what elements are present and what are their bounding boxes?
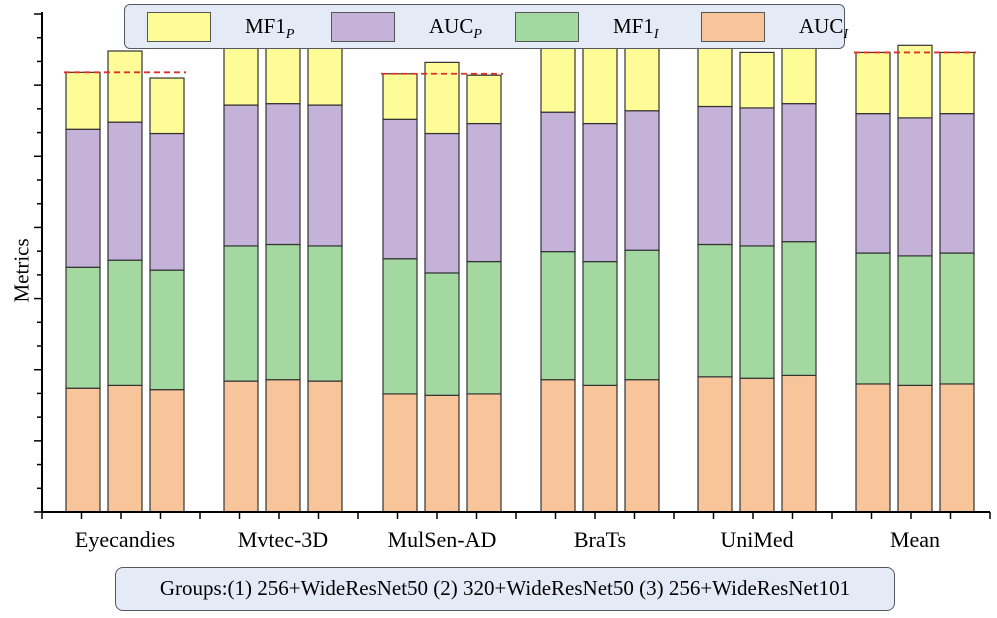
bar-segment-auc-p: [424, 132, 460, 274]
bar-segment-mf1-p: [265, 37, 301, 105]
bar-segment-mf1-p: [382, 73, 418, 120]
bar-segment-auc-i: [107, 384, 143, 513]
bar-segment-auc-p: [582, 122, 618, 263]
bar-segment-auc-i: [307, 380, 343, 513]
bar-segment-mf1-p: [939, 51, 975, 115]
bar-segment-auc-i: [781, 374, 817, 513]
bar-segment-auc-i: [540, 379, 576, 513]
bar-segment-mf1-i: [265, 243, 301, 381]
bar-segment-mf1-p: [697, 43, 733, 108]
bar-segment-mf1-p: [223, 40, 259, 106]
bar-segment-mf1-i: [739, 245, 775, 379]
bar-segment-mf1-i: [582, 260, 618, 386]
bar-segment-auc-p: [265, 103, 301, 246]
bar-segment-auc-p: [65, 128, 101, 268]
x-tick-label: MulSen-AD: [388, 527, 497, 552]
x-tick-label: BraTs: [574, 527, 626, 552]
legend-sub-auc-p: P: [473, 27, 482, 43]
legend-label-auc-p: AUC: [429, 14, 474, 38]
bar-segment-mf1-p: [781, 37, 817, 105]
legend-swatch-auc-i: [701, 12, 765, 42]
bar-segment-auc-p: [781, 103, 817, 243]
bar-segment-auc-p: [624, 110, 660, 251]
bar-segment-auc-p: [855, 112, 891, 254]
bar-segment-auc-i: [582, 384, 618, 513]
bar-segment-mf1-i: [65, 266, 101, 389]
bar-segment-mf1-p: [149, 77, 185, 135]
bar-segment-mf1-i: [897, 255, 933, 386]
bar-segment-auc-p: [739, 107, 775, 247]
bar-segment-auc-p: [466, 122, 502, 263]
x-tick-label: Mean: [890, 527, 940, 552]
bar-segment-auc-i: [382, 393, 418, 513]
legend-label-auc-i: AUC: [799, 14, 844, 38]
bar-segment-mf1-p: [897, 44, 933, 119]
bar-segment-auc-i: [739, 377, 775, 513]
y-axis-ticks: [34, 13, 42, 513]
x-tick-label: Mvtec-3D: [238, 527, 328, 552]
bar-segment-mf1-i: [307, 245, 343, 382]
bar-segment-mf1-i: [466, 260, 502, 395]
bar-segment-mf1-i: [624, 249, 660, 381]
bar-segment-mf1-p: [466, 74, 502, 125]
bar-segment-auc-i: [897, 384, 933, 513]
legend-label-mf1-p: MF1: [245, 14, 286, 38]
bar-segment-auc-i: [624, 379, 660, 513]
bar-segment-auc-i: [424, 394, 460, 513]
bar-segment-auc-p: [107, 121, 143, 261]
bar-segment-auc-p: [540, 111, 576, 253]
legend-swatch-mf1-i: [515, 12, 579, 42]
bar-segment-mf1-i: [697, 243, 733, 378]
bar-segment-mf1-i: [149, 269, 185, 391]
bar-segment-mf1-i: [424, 272, 460, 396]
bar-segment-mf1-p: [855, 51, 891, 115]
bar-segment-auc-i: [223, 380, 259, 513]
bar-segment-mf1-i: [540, 251, 576, 381]
legend-sub-mf1-i: I: [653, 27, 659, 43]
groups-note: Groups:(1) 256+WideResNet50 (2) 320+Wide…: [115, 567, 895, 611]
bar-segment-mf1-i: [382, 258, 418, 395]
bar-segment-mf1-i: [939, 252, 975, 385]
bar-segment-auc-p: [307, 104, 343, 247]
bar-segment-auc-i: [149, 389, 185, 513]
bar-segment-mf1-p: [65, 71, 101, 130]
legend-label-mf1-i: MF1: [613, 14, 654, 38]
bar-segment-auc-p: [382, 118, 418, 260]
bar-segment-auc-p: [697, 105, 733, 246]
axes: [41, 12, 991, 519]
bar-segment-mf1-i: [223, 245, 259, 382]
legend-sub-mf1-p: P: [285, 27, 295, 43]
legend-sub-auc-i: I: [843, 27, 849, 43]
bar-segment-auc-p: [897, 117, 933, 257]
bar-segment-auc-i: [697, 376, 733, 513]
bar-segment-auc-i: [265, 379, 301, 513]
x-tick-labels: Eyecandies Mvtec-3D MulSen-AD BraTs UniMed Me…: [75, 527, 940, 552]
bar-segment-auc-p: [149, 132, 185, 271]
bars: [65, 27, 975, 513]
bar-segment-mf1-i: [107, 259, 143, 386]
bar-segment-auc-i: [65, 387, 101, 513]
bar-segment-mf1-p: [307, 40, 343, 106]
x-tick-label: UniMed: [720, 527, 793, 552]
bar-segment-auc-i: [939, 383, 975, 513]
bar-segment-mf1-i: [855, 252, 891, 385]
y-axis-label: Metrics: [9, 238, 34, 303]
bar-segment-mf1-p: [739, 51, 775, 109]
legend: MF1P AUCP MF1I AUCI: [124, 4, 849, 49]
bar-segment-mf1-i: [781, 241, 817, 377]
bar-segment-mf1-p: [107, 50, 143, 123]
legend-swatch-auc-p: [331, 12, 395, 42]
legend-swatch-mf1-p: [147, 12, 211, 42]
bar-segment-auc-p: [223, 104, 259, 247]
bar-segment-auc-i: [466, 393, 502, 513]
bar-segment-auc-p: [939, 112, 975, 254]
bar-segment-auc-i: [855, 383, 891, 513]
x-tick-label: Eyecandies: [75, 527, 175, 552]
